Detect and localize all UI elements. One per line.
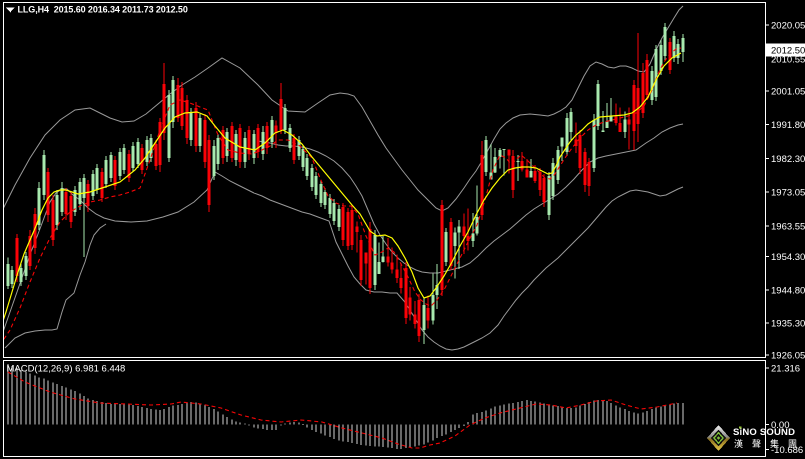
svg-text:MACD(12,26,9) 6.981 6.448: MACD(12,26,9) 6.981 6.448 bbox=[7, 364, 126, 375]
svg-text:-10.686: -10.686 bbox=[771, 445, 803, 456]
svg-text:LLG,H4 2015.60 2016.34 2011.7: LLG,H4 2015.60 2016.34 2011.73 2012.50 bbox=[18, 5, 188, 15]
svg-text:漢聲集團: 漢聲集團 bbox=[734, 438, 805, 449]
svg-text:SiNO SOUND: SiNO SOUND bbox=[733, 427, 795, 438]
svg-text:2001.05: 2001.05 bbox=[771, 87, 805, 98]
svg-text:1973.05: 1973.05 bbox=[771, 188, 805, 199]
svg-text:1991.80: 1991.80 bbox=[771, 120, 805, 131]
svg-text:2012.50: 2012.50 bbox=[771, 46, 805, 57]
svg-text:1926.05: 1926.05 bbox=[771, 351, 805, 362]
svg-text:1963.55: 1963.55 bbox=[771, 222, 805, 233]
svg-text:0.00: 0.00 bbox=[771, 420, 790, 431]
svg-text:2010.55: 2010.55 bbox=[771, 55, 805, 66]
svg-text:1944.80: 1944.80 bbox=[771, 286, 805, 297]
svg-text:21.316: 21.316 bbox=[771, 364, 800, 375]
svg-text:2020.05: 2020.05 bbox=[771, 21, 805, 32]
svg-text:1954.30: 1954.30 bbox=[771, 252, 805, 263]
svg-text:1982.30: 1982.30 bbox=[771, 154, 805, 165]
svg-text:1935.30: 1935.30 bbox=[771, 319, 805, 330]
